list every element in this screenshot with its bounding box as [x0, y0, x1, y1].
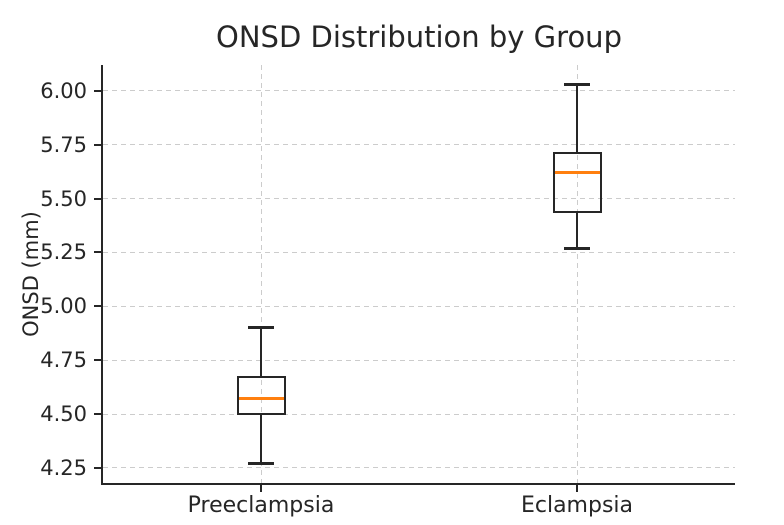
y-tick-label-5.25: 5.25 [40, 240, 87, 265]
gridline-y-5.50 [103, 198, 735, 200]
gridline-y-5.75 [103, 144, 735, 146]
gridline-y-4.50 [103, 413, 735, 415]
chart-title: ONSD Distribution by Group [216, 20, 622, 54]
gridline-y-4.75 [103, 359, 735, 361]
y-tick-4.25 [94, 466, 103, 469]
whisker-cap-lower-eclampsia [564, 246, 590, 250]
whisker-lower-preeclampsia [260, 414, 262, 464]
y-tick-label-4.25: 4.25 [40, 455, 87, 480]
whisker-cap-upper-eclampsia [564, 82, 590, 86]
y-tick-5.00 [94, 305, 103, 308]
gridline-y-5.00 [103, 305, 735, 307]
y-axis-spine [101, 65, 103, 485]
y-tick-label-6.00: 6.00 [40, 78, 87, 103]
whisker-upper-eclampsia [576, 84, 578, 154]
x-tick-eclampsia [576, 483, 578, 492]
y-tick-5.50 [94, 197, 103, 200]
gridline-x-eclampsia [576, 65, 578, 483]
x-tick-label-preeclampsia: Preeclampsia [187, 493, 335, 518]
y-tick-5.75 [94, 143, 103, 146]
y-tick-label-4.50: 4.50 [40, 402, 87, 427]
y-tick-label-5.50: 5.50 [40, 186, 87, 211]
gridline-y-6.00 [103, 90, 735, 92]
y-tick-6.00 [94, 89, 103, 92]
median-preeclampsia [238, 397, 284, 401]
x-tick-preeclampsia [260, 483, 262, 492]
box-eclampsia [552, 152, 602, 213]
y-tick-4.75 [94, 359, 103, 362]
y-tick-label-5.75: 5.75 [40, 132, 87, 157]
plot-area: 4.25 4.50 4.75 5.00 5.25 5.50 5.75 6.00 Preeclam… [40, 65, 735, 518]
gridline-y-4.25 [103, 467, 735, 469]
median-eclampsia [554, 171, 600, 175]
gridline-x-preeclampsia [260, 65, 262, 483]
x-axis-spine [101, 483, 735, 485]
box-preeclampsia [236, 376, 286, 416]
whisker-lower-eclampsia [576, 211, 578, 249]
y-tick-4.50 [94, 413, 103, 416]
x-tick-label-eclampsia: Eclampsia [520, 493, 634, 518]
gridline-y-5.25 [103, 251, 735, 253]
whisker-cap-upper-preeclampsia [248, 326, 274, 330]
whisker-cap-lower-preeclampsia [248, 462, 274, 466]
whisker-upper-preeclampsia [260, 327, 262, 378]
y-tick-5.25 [94, 251, 103, 254]
y-tick-label-4.75: 4.75 [40, 348, 87, 373]
y-tick-label-5.00: 5.00 [40, 294, 87, 319]
